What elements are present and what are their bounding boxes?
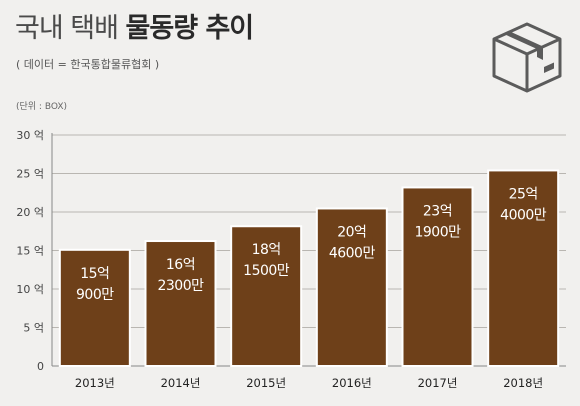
chart-title: 국내 택배 물동량 추이 — [15, 6, 255, 45]
bar-value-label: 16억 — [166, 257, 195, 273]
bar — [230, 225, 303, 367]
y-tick-label: 20 억 — [16, 206, 44, 219]
package-box-icon — [492, 22, 562, 93]
data-source: ( 데이터 = 한국통합물류협회 ) — [16, 58, 160, 71]
y-tick-label: 25 억 — [16, 168, 44, 181]
bar — [401, 186, 474, 367]
y-tick-label: 5 억 — [23, 322, 44, 335]
x-tick-label: 2015년 — [246, 376, 286, 390]
bar-value-label: 4600만 — [329, 245, 376, 261]
x-tick-label: 2016년 — [332, 376, 372, 390]
bar-value-label: 1900만 — [414, 224, 461, 240]
bar-value-label: 18억 — [252, 242, 281, 258]
bar-value-label: 15억 — [80, 266, 109, 282]
x-tick-label: 2017년 — [418, 376, 458, 390]
bar-value-label: 1500만 — [243, 263, 290, 279]
bar-value-label: 4000만 — [500, 207, 547, 223]
bar-value-label: 23억 — [423, 203, 452, 219]
unit-label: (단위 : BOX) — [16, 102, 68, 112]
chart-title-bold: 물동량 추이 — [125, 13, 255, 44]
bar — [144, 240, 217, 368]
bar — [487, 169, 560, 367]
bar — [58, 248, 131, 368]
y-tick-label: 15 억 — [16, 245, 44, 258]
y-tick-label: 30 억 — [16, 129, 44, 142]
bar-value-label: 2300만 — [157, 278, 204, 294]
x-tick-label: 2013년 — [75, 376, 115, 390]
bar — [315, 207, 388, 367]
chart-title-light: 국내 택배 — [15, 13, 119, 44]
bar-value-label: 25억 — [509, 186, 538, 202]
bar-value-label: 20억 — [337, 224, 366, 240]
y-tick-label: 0 — [37, 360, 44, 373]
y-tick-label: 10 억 — [16, 283, 44, 296]
x-tick-label: 2018년 — [503, 376, 543, 390]
bar-value-label: 900만 — [76, 287, 114, 303]
x-tick-label: 2014년 — [161, 376, 201, 390]
